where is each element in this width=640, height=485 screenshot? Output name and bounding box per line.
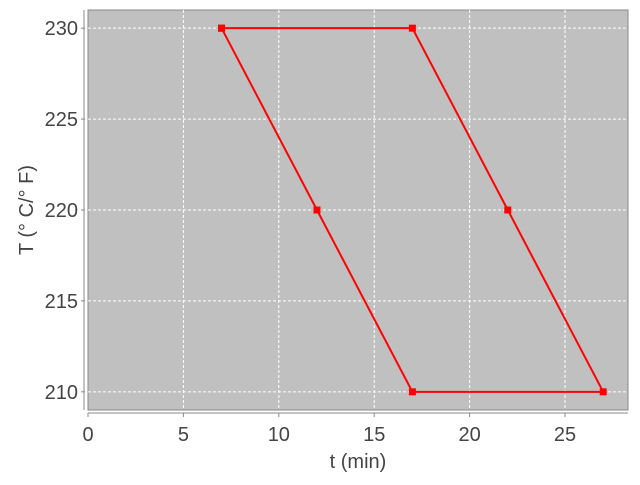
data-point — [408, 24, 416, 32]
x-tick-label: 0 — [82, 424, 93, 446]
axes: 0 5 10 15 20 25 210 215 220 225 230 — [45, 10, 628, 446]
x-tick-label: 20 — [459, 424, 481, 446]
data-point — [599, 388, 607, 396]
y-tick-label: 220 — [45, 200, 78, 222]
y-axis-label: T (° C/° F) — [16, 165, 38, 255]
x-tick-label: 10 — [268, 424, 290, 446]
y-tick-label: 210 — [45, 382, 78, 404]
x-axis-label: t (min) — [330, 451, 387, 473]
x-tick-label: 25 — [554, 424, 576, 446]
x-tick-label: 5 — [178, 424, 189, 446]
data-point — [504, 206, 512, 214]
data-point — [218, 24, 226, 32]
series — [218, 24, 607, 396]
y-tick-label: 225 — [45, 109, 78, 131]
x-tick-label: 15 — [363, 424, 385, 446]
y-tick-label: 215 — [45, 291, 78, 313]
y-tick-label: 230 — [45, 18, 78, 40]
data-point — [408, 388, 416, 396]
data-point — [313, 206, 321, 214]
